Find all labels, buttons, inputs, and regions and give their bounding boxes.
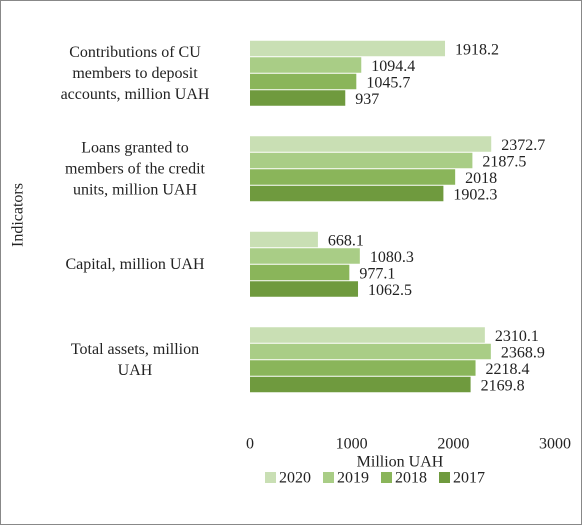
legend-label: 2018: [395, 470, 427, 487]
x-tick-label: 2000: [437, 436, 469, 453]
value-label: 1045.7: [366, 75, 410, 92]
bar: [250, 376, 471, 393]
value-label: 1918.2: [455, 42, 499, 59]
y-tick-label: Total assets, million UAH: [71, 340, 199, 378]
y-axis-label: Indicators: [10, 183, 27, 247]
label-line: Loans granted to: [81, 139, 189, 156]
bar: [250, 57, 362, 73]
legend-swatch: [439, 472, 450, 483]
label-line: UAH: [118, 361, 153, 378]
value-label: 977.1: [359, 266, 395, 283]
value-label: 2372.7: [501, 137, 545, 154]
bar: [250, 90, 346, 106]
legend-swatch: [381, 472, 392, 483]
bar: [250, 327, 485, 343]
x-tick-label: 3000: [539, 436, 571, 453]
bar: [250, 281, 359, 297]
label-line: accounts, million UAH: [61, 85, 210, 102]
bar: [250, 169, 456, 185]
label-line: Capital, million UAH: [65, 255, 205, 272]
label-line: members of the credit: [65, 160, 206, 177]
legend-swatch: [265, 472, 276, 483]
value-label: 1902.3: [453, 187, 497, 204]
value-label: 937: [355, 91, 379, 108]
x-axis-label: Million UAH: [357, 454, 444, 471]
value-label: 2218.4: [486, 361, 530, 378]
bar: [250, 73, 357, 90]
value-label: 1062.5: [368, 282, 412, 299]
bar: [250, 136, 492, 152]
value-label: 2187.5: [482, 154, 526, 171]
value-label: 1094.4: [371, 58, 415, 75]
label-line: members to deposit: [72, 64, 198, 81]
value-label: 668.1: [328, 233, 364, 250]
y-tick-label: Capital, million UAH: [65, 255, 205, 272]
value-label: 2368.9: [501, 345, 545, 362]
value-label: 1080.3: [370, 249, 414, 266]
bar: [250, 152, 473, 169]
bar: [250, 185, 444, 202]
label-line: units, million UAH: [73, 181, 197, 198]
value-label: 2310.1: [495, 328, 539, 345]
label-line: Total assets, million: [71, 340, 199, 357]
bar: [250, 231, 318, 248]
bar: [250, 343, 491, 360]
label-line: Contributions of CU: [69, 43, 201, 60]
legend-label: 2020: [279, 470, 311, 487]
bar: [250, 40, 446, 57]
bar: [250, 360, 476, 376]
legend-label: 2017: [453, 470, 485, 487]
value-label: 2018: [465, 170, 497, 187]
value-label: 2169.8: [481, 378, 525, 395]
bar: [250, 248, 360, 264]
y-tick-label: Loans granted to members of the credit uni…: [65, 139, 206, 198]
x-tick-label: 1000: [336, 436, 368, 453]
y-tick-label: Contributions of CU members to deposit acc…: [61, 43, 210, 102]
x-tick-label: 0: [246, 436, 254, 453]
legend-swatch: [323, 472, 334, 483]
legend-label: 2019: [337, 470, 369, 487]
bar: [250, 264, 350, 281]
